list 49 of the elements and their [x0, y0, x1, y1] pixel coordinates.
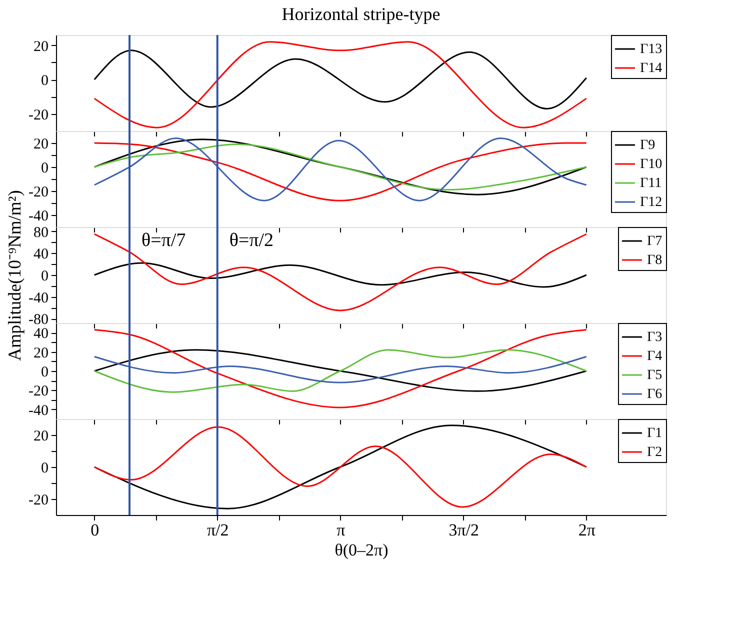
- line-series: [94, 328, 588, 408]
- y-tick-label: -20: [28, 384, 48, 400]
- x-axis-title: θ(0–2π): [334, 540, 388, 560]
- y-tick-label: 20: [34, 136, 48, 152]
- line-series: [94, 233, 588, 312]
- x-tick-label: π/2: [206, 520, 229, 540]
- line-series: [94, 41, 588, 128]
- y-axis-title: Amplitude(10⁻⁹Nm/m²): [4, 190, 25, 361]
- y-tick-label: -40: [28, 290, 48, 306]
- chart-title: Horizontal stripe-type: [282, 4, 440, 24]
- y-tick-label: -80: [28, 312, 48, 328]
- y-tick-label: -20: [28, 184, 48, 200]
- y-tick-label: -40: [28, 402, 48, 419]
- legend-label: Γ13: [640, 42, 662, 57]
- y-tick-label: 40: [34, 246, 48, 263]
- ref-line-label: θ=π/7: [142, 230, 186, 251]
- x-tick-label: 0: [90, 520, 100, 540]
- y-tick-label: 0: [41, 73, 48, 90]
- ref-line-label: θ=π/2: [229, 230, 274, 251]
- y-tick-label: 0: [41, 364, 48, 380]
- legend-label: Γ7: [647, 234, 662, 249]
- legend-label: Γ2: [647, 445, 662, 460]
- y-tick-label: -20: [28, 107, 48, 124]
- legend-label: Γ9: [640, 138, 656, 153]
- y-tick-label: -40: [28, 208, 48, 224]
- legend-label: Γ5: [647, 368, 662, 383]
- y-tick-label: 40: [34, 326, 48, 342]
- y-tick-label: 20: [34, 345, 48, 362]
- legend-label: Γ6: [647, 387, 662, 402]
- legend-label: Γ11: [640, 176, 662, 191]
- legend-label: Γ10: [640, 157, 662, 172]
- legend-label: Γ4: [647, 349, 662, 364]
- x-tick-label: 3π/2: [448, 520, 480, 540]
- y-tick-label: 0: [41, 268, 48, 284]
- x-tick-label: 2π: [578, 520, 596, 540]
- y-tick-label: 80: [34, 224, 48, 241]
- y-tick-label: 0: [41, 460, 48, 476]
- line-series: [94, 50, 588, 110]
- x-tick-label: π: [336, 520, 346, 540]
- y-tick-label: -20: [28, 492, 48, 508]
- legend-label: Γ14: [640, 61, 662, 76]
- y-tick-label: 20: [34, 428, 48, 444]
- line-series: [94, 262, 588, 288]
- legend-label: Γ3: [647, 330, 662, 345]
- y-tick-label: 0: [41, 160, 48, 176]
- legend-label: Γ1: [647, 426, 662, 441]
- legend-label: Γ8: [647, 253, 662, 268]
- y-tick-label: 20: [34, 38, 48, 55]
- legend-label: Γ12: [640, 195, 662, 210]
